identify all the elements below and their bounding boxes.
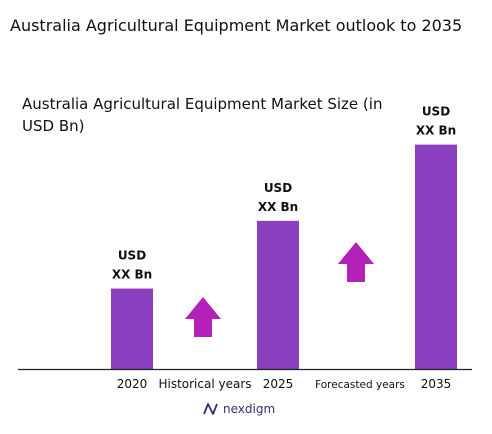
period-label-forecasted: Forecasted years	[315, 379, 405, 391]
period-label-historical: Historical years	[158, 377, 251, 391]
x-tick-2020: 2020	[117, 377, 148, 391]
bar-label-value: XX Bn	[112, 268, 152, 282]
bar-label-currency: USD	[264, 181, 292, 195]
x-tick-2025: 2025	[263, 377, 294, 391]
bar-2020	[111, 288, 153, 369]
nexdigm-logo: nexdigm	[203, 402, 275, 416]
x-tick-2035: 2035	[421, 377, 452, 391]
nexdigm-logo-icon	[203, 403, 218, 415]
bar-label-value: XX Bn	[416, 124, 456, 138]
bar-2025	[257, 220, 299, 369]
chart-title: Australia Agricultural Equipment Market …	[22, 95, 383, 135]
bar-label-currency: USD	[422, 105, 450, 119]
bar-label-value: XX Bn	[258, 200, 298, 214]
page-title: Australia Agricultural Equipment Market …	[10, 16, 463, 35]
bar-label-currency: USD	[118, 249, 146, 263]
logo-text: nexdigm	[223, 402, 276, 416]
bar-2035	[415, 144, 457, 369]
growth-arrow-icon	[185, 297, 221, 337]
growth-arrow-icon	[338, 242, 374, 282]
